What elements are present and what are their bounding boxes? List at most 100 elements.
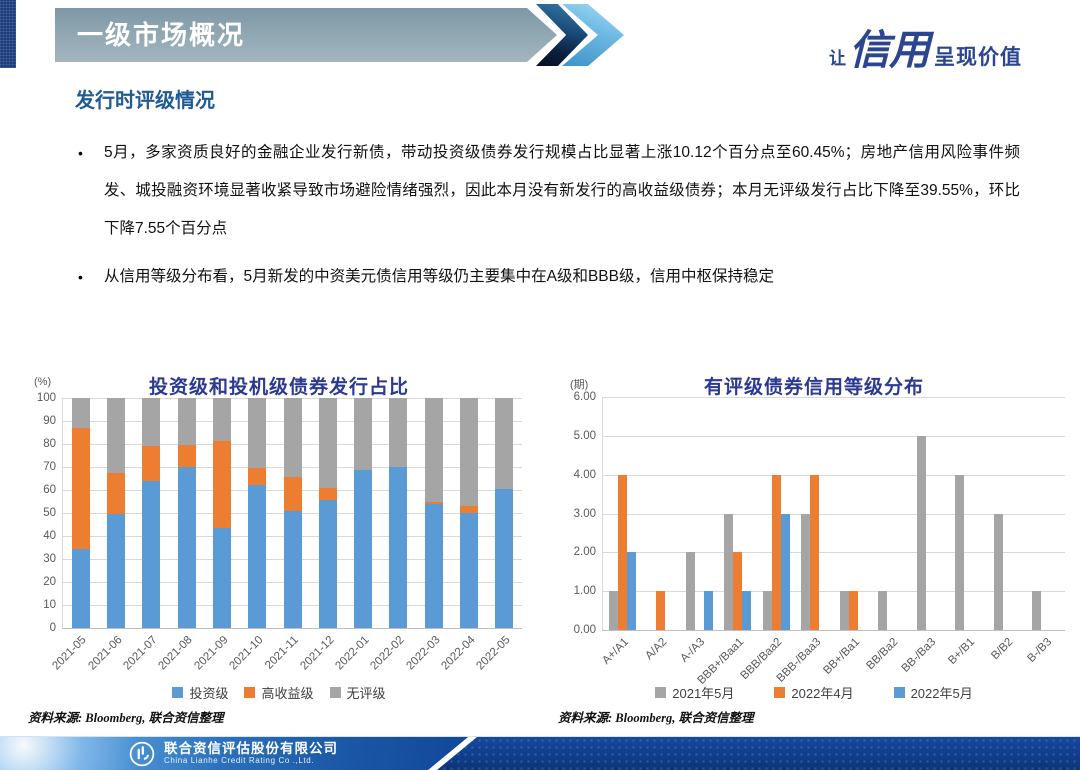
stacked-bar	[106, 398, 125, 628]
legend-label: 2022年5月	[910, 686, 973, 701]
bar-group	[724, 397, 752, 630]
stacked-bar	[424, 398, 443, 628]
x-label-slot: A+/A1	[600, 630, 642, 686]
category-slot	[98, 398, 133, 628]
category-slot	[911, 397, 950, 630]
y-axis-tick-label: 60	[43, 484, 56, 496]
y-axis-tick-label: 1.00	[573, 585, 596, 598]
brand-emphasis: 信用	[849, 26, 930, 74]
bullet-marker: •	[78, 145, 83, 161]
x-label-slot: B-/B3	[1025, 630, 1066, 686]
x-label-slot: B/B2	[988, 630, 1027, 686]
chart-plot: 0 10 20 30 40 50 60 70 80 90 100 2021-05 2021-06 2021…	[37, 392, 522, 672]
stacked-bar	[460, 398, 479, 628]
bar-segment	[106, 514, 125, 628]
company-name-cn: 联合资信评估股份有限公司	[164, 741, 338, 756]
legend-swatch	[655, 687, 667, 698]
bar	[801, 513, 811, 630]
bar-segment	[424, 501, 443, 504]
bar-segment	[460, 398, 479, 507]
category-slot	[873, 397, 912, 630]
header-bar: 一级市场概况	[55, 8, 557, 62]
bar	[617, 474, 627, 630]
bar-group	[839, 397, 867, 630]
bar-segment	[354, 398, 373, 471]
legend-swatch	[893, 687, 905, 698]
bar-segment	[248, 468, 267, 486]
category-slot	[63, 398, 98, 628]
bar-group	[685, 397, 713, 630]
bar-segment	[248, 398, 267, 469]
grid-line	[603, 591, 1065, 593]
bar	[608, 591, 618, 630]
category-slot	[757, 397, 796, 630]
bar-segment	[424, 503, 443, 628]
bar-segment	[212, 398, 231, 441]
bars-area	[603, 397, 1065, 630]
bar-segment	[177, 445, 196, 467]
bar-group	[916, 397, 944, 630]
bar-segment	[106, 398, 125, 473]
x-label-slot: BB/Ba2	[864, 630, 912, 686]
stacked-bar	[177, 398, 196, 628]
category-slot	[719, 397, 758, 630]
bar-segment	[318, 487, 337, 501]
legend-label: 2021年5月	[672, 686, 735, 701]
bar	[878, 591, 888, 630]
bar-group	[801, 397, 828, 630]
y-axis-tick-label: 90	[43, 415, 56, 427]
y-axis-tick-label: 70	[43, 461, 56, 473]
bar-segment	[71, 427, 90, 549]
y-axis-unit-label: (%)	[34, 376, 52, 388]
y-axis-tick-label: 0	[49, 622, 56, 634]
category-slot	[487, 398, 522, 628]
brand-suffix: 呈现价值	[934, 46, 1022, 69]
bar	[724, 513, 734, 630]
legend-swatch	[172, 687, 184, 698]
x-label-slot: BB-/Ba3	[900, 630, 950, 686]
category-slot	[346, 398, 381, 628]
bar-segment	[318, 500, 337, 628]
stacked-bar	[71, 398, 90, 628]
lianhe-logo-icon	[129, 741, 155, 766]
chart-legend: 2021年5月 2022年4月 2022年5月	[556, 683, 1072, 702]
y-axis-tick-label: 3.00	[573, 507, 596, 520]
bar-group	[993, 397, 1021, 630]
bar	[733, 552, 743, 630]
bar	[848, 591, 858, 630]
bar-segment	[460, 506, 479, 513]
legend-swatch	[244, 687, 256, 698]
bar	[1032, 591, 1042, 630]
y-axis-tick-label: 100	[36, 392, 56, 404]
legend-label: 投资级	[189, 686, 229, 701]
bar-segment	[389, 467, 408, 628]
bullet-item: • 5月，多家资质良好的金融企业发行新债，带动投资级债券发行规模占比显著上涨10…	[78, 134, 1020, 248]
x-label-slot: BB+/Ba1	[821, 630, 873, 686]
bar	[916, 435, 926, 630]
y-axis-tick-label: 30	[43, 553, 56, 565]
category-slot	[1027, 397, 1066, 630]
brand-logo: 让 信用 呈现价值	[829, 16, 1022, 76]
left-chart-issuance-share: 投资级和投机级债券发行占比 (%) 0 10 20 30 40 50 60 70 80 90 100 20…	[28, 372, 530, 704]
category-slot	[950, 397, 989, 630]
bar-segment	[212, 527, 231, 628]
x-axis-label: A/A2	[643, 636, 670, 663]
bar	[839, 591, 849, 630]
grid-line	[603, 552, 1065, 554]
y-axis-tick-label: 6.00	[573, 391, 596, 403]
stacked-bar	[142, 398, 161, 628]
stacked-bar	[318, 398, 337, 628]
legend-label: 2022年4月	[791, 686, 854, 701]
category-slot	[275, 398, 310, 628]
bar-segment	[495, 398, 514, 489]
brand-prefix: 让	[829, 49, 846, 68]
bar-segment	[248, 485, 267, 628]
bar	[955, 474, 965, 630]
bar	[762, 591, 772, 630]
x-axis-label: B-/B3	[1025, 636, 1055, 665]
bar-segment	[142, 446, 161, 481]
bar	[742, 591, 752, 630]
bar-group	[1032, 397, 1059, 630]
category-slot	[796, 397, 835, 630]
grid-line	[603, 474, 1065, 476]
